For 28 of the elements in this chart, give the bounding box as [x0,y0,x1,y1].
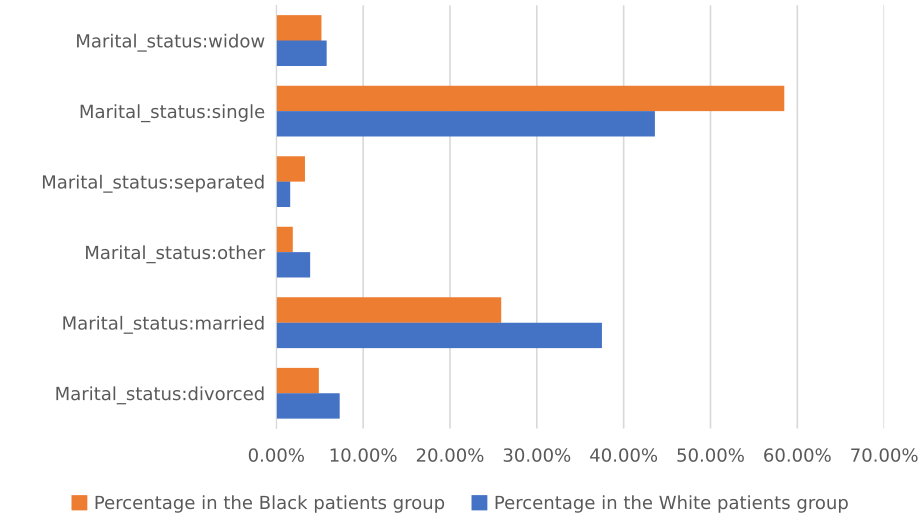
y-tick-label: Marital_status:single [80,104,264,122]
bar [276,156,305,182]
bar [276,111,655,136]
y-tick-label: Marital_status:separated [42,174,264,193]
bar [276,393,340,419]
bar [276,297,502,323]
x-tick-label: 20.00% [416,448,484,462]
bar [276,40,327,66]
y-tick-label: Marital_status:married [63,316,264,334]
bar [276,368,319,394]
x-tick-label: 30.00% [504,448,570,462]
bar [276,182,290,208]
x-tick-label: 40.00% [590,448,658,462]
bar [276,15,322,41]
bar [276,226,293,252]
bar [276,322,602,348]
x-tick-label: 60.00% [764,448,831,462]
y-tick-label: Marital_status:other [86,245,266,264]
x-tick-label: 0.00% [248,448,304,462]
y-tick-label: Marital_status:divorced [56,386,264,404]
y-tick-label: Marital_status:widow [77,34,264,52]
legend-label: Percentage in the Black patients group [96,495,444,513]
x-tick-label: 70.00% [851,448,918,462]
bar [276,252,310,278]
x-tick-label: 10.00% [330,448,397,462]
bar [276,86,784,112]
x-tick-label: 50.00% [677,448,744,462]
legend-label: Percentage in the White patients group [496,495,848,513]
